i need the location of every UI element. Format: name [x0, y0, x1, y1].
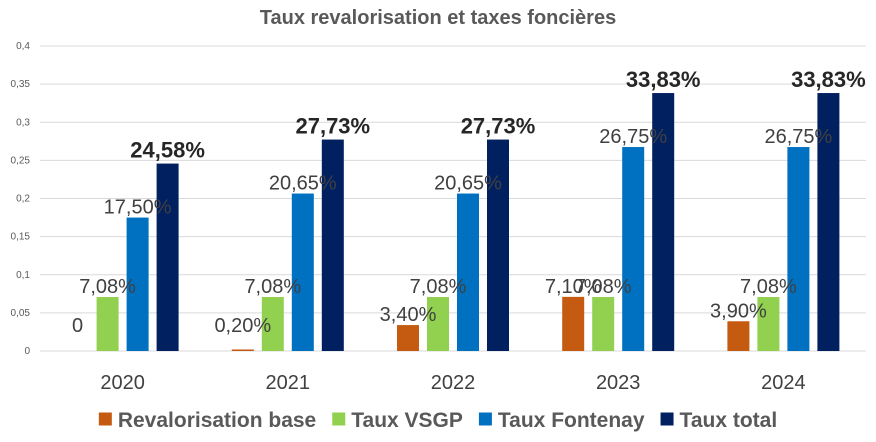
bar [652, 93, 675, 351]
legend-item: Taux Fontenay [478, 409, 645, 432]
bar [487, 139, 509, 351]
legend-swatch [98, 412, 112, 426]
data-label: 27,73% [461, 114, 536, 139]
bars [96, 93, 840, 351]
data-label: 0 [72, 315, 83, 337]
legend-label: Revalorisation base [118, 409, 316, 432]
y-tick-label: 0,25 [11, 155, 31, 166]
bar [457, 193, 479, 351]
bar [291, 193, 314, 351]
bar [231, 349, 254, 351]
data-label: 17,50% [104, 197, 172, 219]
y-tick-label: 0,4 [16, 41, 30, 52]
legend-item: Taux VSGP [332, 409, 463, 432]
data-label: 20,65% [269, 173, 337, 195]
legend-item: Revalorisation base [98, 409, 316, 432]
bar [787, 147, 810, 351]
data-label: 27,73% [295, 114, 370, 139]
data-label: 33,83% [791, 67, 866, 92]
y-tick-label: 0,2 [16, 194, 30, 205]
bar [622, 147, 645, 351]
legend-label: Taux VSGP [351, 409, 463, 432]
data-label: 24,58% [130, 138, 205, 163]
data-label: 26,75% [599, 126, 667, 148]
y-axis-ticks: 0 0,05 0,1 0,15 0,2 0,25 0,3 0,35 0,4 [11, 41, 31, 357]
legend-swatch [332, 412, 346, 426]
x-tick-label: 2024 [761, 372, 806, 394]
legend-item: Taux total [660, 409, 778, 432]
legend-label: Taux Fontenay [498, 409, 645, 432]
data-label: 33,83% [626, 67, 701, 92]
data-label: 7,08% [410, 276, 467, 298]
y-tick-label: 0,05 [11, 308, 31, 319]
chart-title: Taux revalorisation et taxes foncières [260, 7, 616, 29]
bar [562, 296, 585, 351]
bar [427, 297, 449, 351]
x-axis-ticks: 2020 2021 2022 2023 2024 [100, 372, 805, 394]
data-label: 0,20% [214, 315, 271, 337]
x-tick-label: 2021 [266, 372, 311, 394]
data-label: 3,40% [380, 304, 437, 326]
y-tick-label: 0,3 [16, 117, 30, 128]
y-tick-label: 0 [24, 346, 30, 357]
y-tick-label: 0,15 [11, 232, 31, 243]
data-label: 7,08% [79, 276, 136, 298]
bar [727, 321, 750, 351]
bar [397, 325, 419, 351]
bar [592, 297, 615, 351]
bar [126, 217, 149, 351]
bar [156, 163, 179, 351]
legend-swatch [660, 412, 674, 426]
data-label: 7,10% [545, 276, 602, 298]
data-label: 20,65% [434, 173, 502, 195]
bar [321, 139, 344, 351]
data-label: 7,08% [740, 276, 797, 298]
data-label: 7,08% [244, 276, 301, 298]
data-label: 3,90% [710, 300, 767, 322]
bar [817, 93, 840, 351]
bar [261, 297, 284, 351]
y-tick-label: 0,1 [16, 270, 30, 281]
data-label: 7,08% [575, 276, 632, 298]
legend-label: Taux total [680, 409, 778, 432]
x-tick-label: 2023 [596, 372, 641, 394]
x-tick-label: 2020 [100, 372, 145, 394]
data-label: 26,75% [764, 126, 832, 148]
legend: Revalorisation base Taux VSGP Taux Fontena… [98, 409, 778, 432]
y-tick-label: 0,35 [11, 79, 31, 90]
bar [757, 297, 780, 351]
bar [96, 297, 119, 351]
legend-swatch [478, 412, 492, 426]
x-tick-label: 2022 [431, 372, 476, 394]
data-labels: 0 7,08% 17,50% 24,58% 0,20% 7,08% 20,65% 27,73%… [72, 67, 866, 337]
